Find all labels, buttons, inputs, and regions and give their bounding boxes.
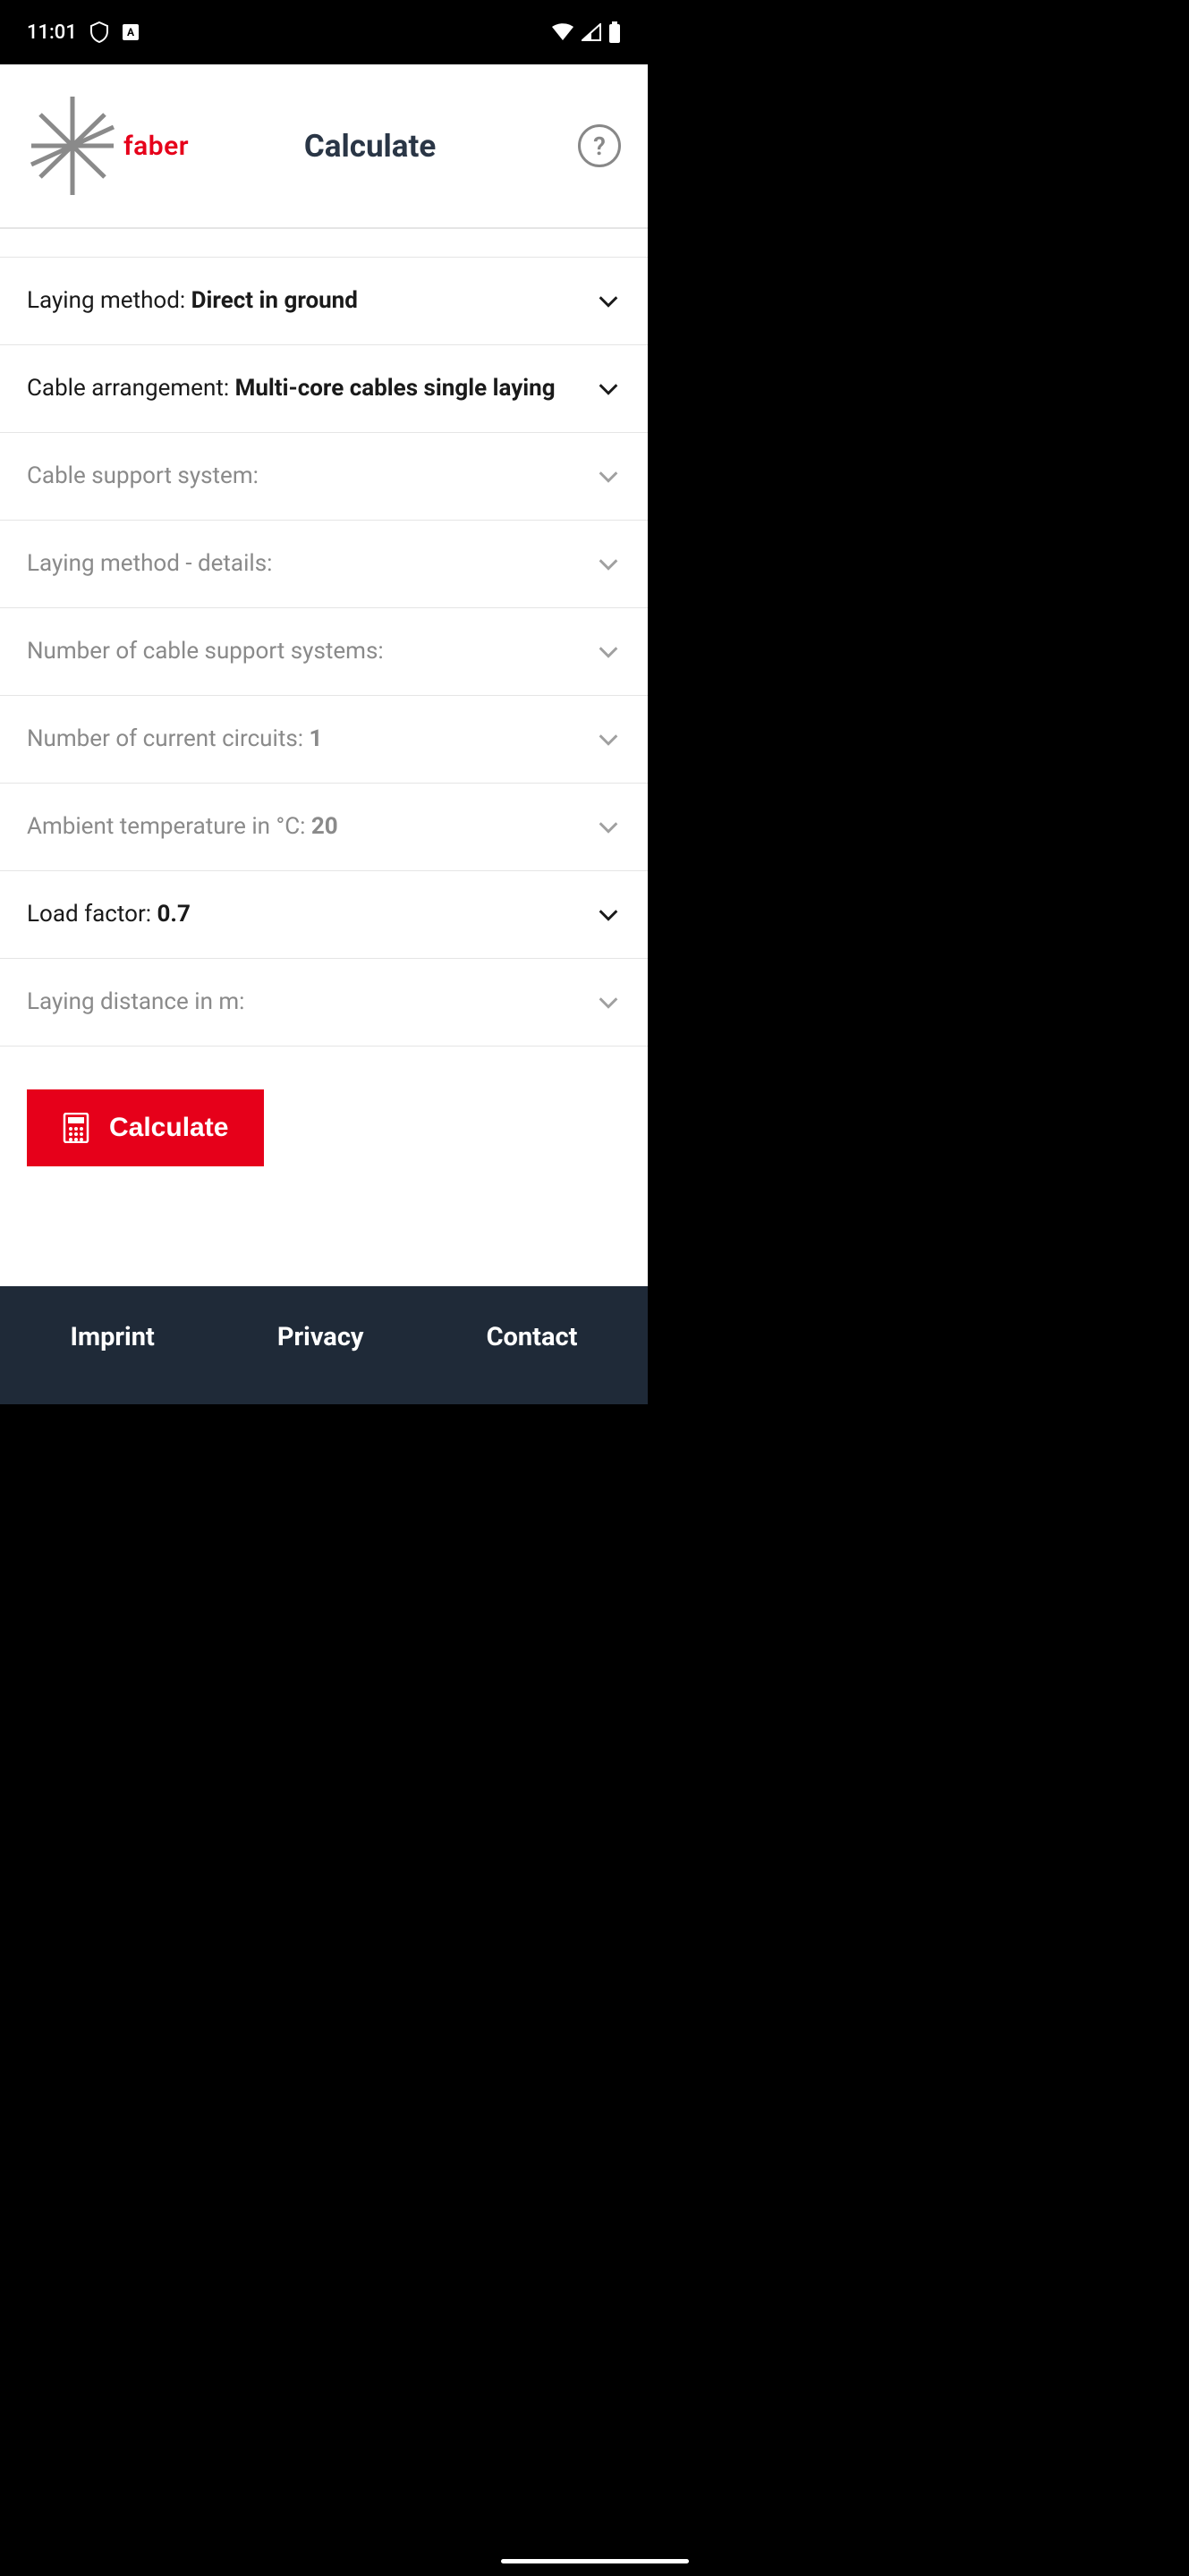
field-cable-arrangement[interactable]: Cable arrangement: Multi-core cables sin… <box>0 345 648 433</box>
chevron-down-icon <box>596 640 621 665</box>
field-label: Cable support system: <box>27 461 578 492</box>
field-label: Load factor: 0.7 <box>27 899 578 930</box>
signal-icon <box>582 23 601 41</box>
status-bar: 11:01 A <box>0 0 648 64</box>
chevron-down-icon <box>596 727 621 752</box>
field-label: Laying method - details: <box>27 548 578 580</box>
field-cable-support-system[interactable]: Cable support system: <box>0 433 648 521</box>
svg-text:A: A <box>127 26 135 38</box>
field-label: Number of cable support systems: <box>27 636 578 667</box>
chevron-down-icon <box>596 377 621 402</box>
page-title: Calculate <box>162 128 578 165</box>
shield-icon <box>89 21 109 43</box>
form: Laying method: Direct in ground Cable ar… <box>0 258 648 1286</box>
chevron-down-icon <box>596 902 621 928</box>
footer-contact-link[interactable]: Contact <box>487 1322 578 1352</box>
field-load-factor[interactable]: Load factor: 0.7 <box>0 871 648 959</box>
status-right <box>551 21 621 43</box>
field-label: Laying distance in m: <box>27 987 578 1018</box>
calculator-icon <box>63 1113 89 1143</box>
phone-frame: 11:01 A <box>0 0 648 1404</box>
chevron-down-icon <box>596 464 621 489</box>
help-icon: ? <box>593 131 606 161</box>
field-label: Number of current circuits: 1 <box>27 724 578 755</box>
status-time: 11:01 <box>27 21 77 44</box>
android-nav-handle[interactable] <box>501 2559 689 2563</box>
chevron-down-icon <box>596 552 621 577</box>
field-laying-method-details[interactable]: Laying method - details: <box>0 521 648 608</box>
calculate-wrap: Calculate <box>0 1046 648 1202</box>
keyboard-badge-icon: A <box>122 23 140 41</box>
wifi-icon <box>551 23 574 41</box>
footer: Imprint Privacy Contact <box>0 1286 648 1404</box>
chevron-down-icon <box>596 990 621 1015</box>
chevron-down-icon <box>596 815 621 840</box>
footer-imprint-link[interactable]: Imprint <box>71 1322 155 1352</box>
calculate-button-label: Calculate <box>109 1113 228 1143</box>
field-label: Laying method: Direct in ground <box>27 285 578 317</box>
spacer <box>0 229 648 258</box>
app-content: faber Calculate ? Laying method: Direct … <box>0 64 648 1404</box>
logo-mark-icon <box>27 97 118 195</box>
field-ambient-temperature[interactable]: Ambient temperature in °C: 20 <box>0 784 648 871</box>
field-number-current-circuits[interactable]: Number of current circuits: 1 <box>0 696 648 784</box>
field-laying-method[interactable]: Laying method: Direct in ground <box>0 258 648 345</box>
app-header: faber Calculate ? <box>0 64 648 229</box>
help-button[interactable]: ? <box>578 124 621 167</box>
chevron-down-icon <box>596 289 621 314</box>
field-laying-distance[interactable]: Laying distance in m: <box>0 959 648 1046</box>
field-label: Ambient temperature in °C: 20 <box>27 811 578 843</box>
calculate-button[interactable]: Calculate <box>27 1089 264 1166</box>
field-number-cable-support-systems[interactable]: Number of cable support systems: <box>0 608 648 696</box>
footer-privacy-link[interactable]: Privacy <box>277 1322 364 1352</box>
status-left: 11:01 A <box>27 21 140 44</box>
field-label: Cable arrangement: Multi-core cables sin… <box>27 373 578 404</box>
battery-icon <box>608 21 621 43</box>
